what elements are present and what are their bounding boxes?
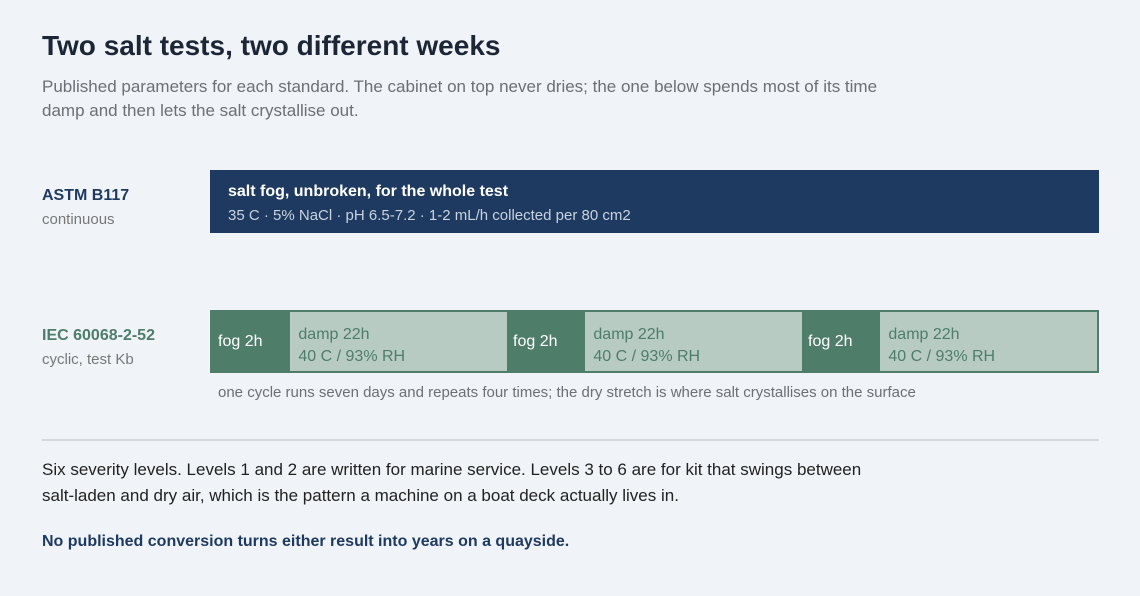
divider <box>42 439 1099 441</box>
continuous-bar: salt fog, unbroken, for the whole test 3… <box>210 170 1099 233</box>
segment-detail: 40 C / 93% RH <box>298 348 406 365</box>
damp-segment: damp 22h 40 C / 93% RH <box>290 312 507 371</box>
segment-detail: 40 C / 93% RH <box>888 348 996 365</box>
test-name: ASTM B117 <box>42 187 130 204</box>
caption: one cycle runs seven days and repeats fo… <box>218 384 916 401</box>
damp-segment: damp 22h 40 C / 93% RH <box>585 312 802 371</box>
test-name: IEC 60068-2-52 <box>42 327 155 344</box>
segment-label: damp 22h <box>298 326 370 343</box>
segment-detail: 40 C / 93% RH <box>593 348 701 365</box>
segment-label: fog 2h <box>218 332 263 350</box>
fog-segment: fog 2h <box>802 312 881 371</box>
test-mode: cyclic, test Kb <box>42 351 134 368</box>
title: Two salt tests, two different weeks <box>42 30 501 61</box>
cycle-bar: fog 2h damp 22h 40 C / 93% RH fog 2h damp 22… <box>210 310 1099 373</box>
bar-title: salt fog, unbroken, for the whole test <box>228 183 509 200</box>
segment-label: fog 2h <box>513 332 558 350</box>
test-mode: continuous <box>42 211 115 228</box>
segment-label: fog 2h <box>808 332 853 350</box>
subtitle: Published parameters for each standard. … <box>42 77 878 120</box>
segment-label: damp 22h <box>593 326 665 343</box>
conclusion: No published conversion turns either res… <box>42 533 570 550</box>
fog-segment: fog 2h <box>212 312 291 371</box>
paragraph: Six severity levels. Levels 1 and 2 are … <box>42 460 862 505</box>
fog-segment: fog 2h <box>507 312 586 371</box>
bar-detail: 35 C · 5% NaCl · pH 6.5-7.2 · 1-2 mL/h c… <box>228 207 631 224</box>
segment-label: damp 22h <box>888 326 960 343</box>
damp-segment: damp 22h 40 C / 93% RH <box>880 312 1097 371</box>
